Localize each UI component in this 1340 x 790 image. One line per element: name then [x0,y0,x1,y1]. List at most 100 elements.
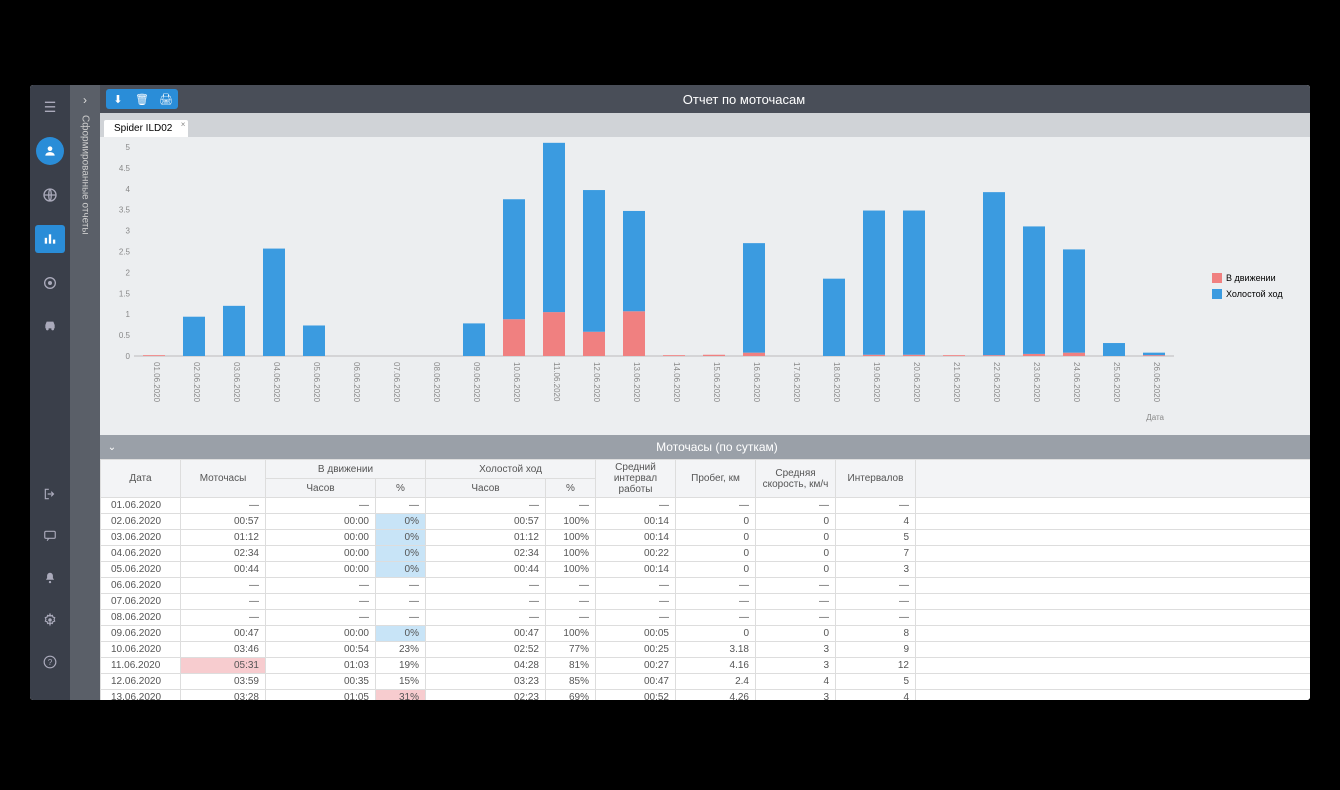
tabs-bar: Spider ILD02 × [100,113,1310,137]
svg-text:Дата: Дата [1146,413,1164,422]
nav-chat-icon[interactable] [38,524,62,548]
table-row: 11.06.202005:3101:0319%04:2881%00:274.16… [101,658,1311,674]
table-row: 03.06.202001:1200:000%01:12100%00:14005 [101,530,1311,546]
svg-text:08.06.2020: 08.06.2020 [432,362,441,403]
svg-text:2: 2 [126,268,131,277]
svg-text:4: 4 [126,185,131,194]
table-row: 09.06.202000:4700:000%00:47100%00:05008 [101,626,1311,642]
nav-location-icon[interactable] [38,271,62,295]
table-row: 06.06.2020————————— [101,578,1311,594]
svg-text:3: 3 [126,227,131,236]
svg-text:10.06.2020: 10.06.2020 [512,362,521,403]
svg-text:06.06.2020: 06.06.2020 [352,362,361,403]
svg-text:22.06.2020: 22.06.2020 [992,362,1001,403]
table-row: 13.06.202003:2801:0531%02:2369%00:524.26… [101,690,1311,701]
left-nav: ☰ ? [30,85,70,700]
svg-text:2.5: 2.5 [119,248,131,257]
th-moving-percent: % [376,479,426,498]
svg-text:24.06.2020: 24.06.2020 [1072,362,1081,403]
th-date: Дата [101,460,181,498]
table-row: 10.06.202003:4600:5423%02:5277%00:253.18… [101,642,1311,658]
svg-text:21.06.2020: 21.06.2020 [952,362,961,403]
chart-legend: В движении Холостой ход [1212,141,1302,431]
nav-reports-icon[interactable] [35,225,65,253]
legend-moving-label: В движении [1226,273,1276,283]
svg-text:15.06.2020: 15.06.2020 [712,362,721,403]
svg-text:3.5: 3.5 [119,206,131,215]
th-mileage: Пробег, км [676,460,756,498]
th-intervals: Интервалов [836,460,916,498]
table-row: 04.06.202002:3400:000%02:34100%00:22007 [101,546,1311,562]
download-button[interactable]: ⬇ [106,89,130,109]
nav-help-icon[interactable]: ? [38,650,62,674]
svg-text:09.06.2020: 09.06.2020 [472,362,481,403]
svg-text:4.5: 4.5 [119,164,131,173]
table-collapse-icon[interactable]: ⌄ [100,442,124,453]
svg-text:18.06.2020: 18.06.2020 [832,362,841,403]
svg-text:16.06.2020: 16.06.2020 [752,362,761,403]
tab-close-icon[interactable]: × [181,120,186,129]
table-wrap: Дата Моточасы В движении Холостой ход Ср… [100,459,1310,700]
legend-idle-label: Холостой ход [1226,289,1283,299]
svg-text:20.06.2020: 20.06.2020 [912,362,921,403]
th-idle: Холостой ход [426,460,596,479]
svg-text:26.06.2020: 26.06.2020 [1152,362,1161,403]
side-panel: › Сформированные отчеты [70,85,100,700]
engine-hours-table: Дата Моточасы В движении Холостой ход Ср… [100,459,1310,700]
svg-text:?: ? [48,658,53,667]
nav-vehicle-icon[interactable] [38,313,62,337]
tab-label: Spider ILD02 [114,123,172,134]
nav-bell-icon[interactable] [38,566,62,590]
nav-menu-icon[interactable]: ☰ [38,95,62,119]
svg-text:1: 1 [126,310,131,319]
svg-text:19.06.2020: 19.06.2020 [872,362,881,403]
nav-user-icon[interactable] [36,137,64,165]
toolbar-title: Отчет по моточасам [178,92,1310,107]
toolbar: ⬇ 🗑 🖨 Отчет по моточасам [100,85,1310,113]
tab-spider[interactable]: Spider ILD02 × [104,120,188,137]
side-panel-label: Сформированные отчеты [80,115,91,235]
delete-button[interactable]: 🗑 [130,89,154,109]
table-row: 02.06.202000:5700:000%00:57100%00:14004 [101,514,1311,530]
svg-text:0: 0 [126,352,131,361]
svg-text:07.06.2020: 07.06.2020 [392,362,401,403]
table-row: 05.06.202000:4400:000%00:44100%00:14003 [101,562,1311,578]
main-content: ⬇ 🗑 🖨 Отчет по моточасам Spider ILD02 × … [100,85,1310,700]
table-row: 01.06.2020————————— [101,498,1311,514]
svg-text:05.06.2020: 05.06.2020 [312,362,321,403]
table-title: Моточасы (по суткам) [124,440,1310,454]
th-moving-hours: Часов [266,479,376,498]
th-avg-speed: Средняя скорость, км/ч [756,460,836,498]
svg-text:13.06.2020: 13.06.2020 [632,362,641,403]
svg-text:25.06.2020: 25.06.2020 [1112,362,1121,403]
table-row: 12.06.202003:5900:3515%03:2385%00:472.44… [101,674,1311,690]
print-button[interactable]: 🖨 [154,89,178,109]
svg-text:0.5: 0.5 [119,331,131,340]
engine-hours-chart: 0 0.5 1 1.5 2 2.5 3 3.5 4 4.5 5 01.06.2020 02.06.202… [104,141,1184,426]
svg-text:5: 5 [126,143,131,152]
table-row: 08.06.2020————————— [101,610,1311,626]
th-idle-hours: Часов [426,479,546,498]
svg-text:03.06.2020: 03.06.2020 [232,362,241,403]
nav-globe-icon[interactable] [38,183,62,207]
side-expand-icon[interactable]: › [83,93,87,107]
app-window: ☰ ? › Сформированные отчеты ⬇ 🗑 🖨 Отчет … [30,85,1310,700]
nav-logout-icon[interactable] [38,482,62,506]
svg-text:11.06.2020: 11.06.2020 [552,362,561,402]
th-avg-interval: Средний интервал работы [596,460,676,498]
svg-text:02.06.2020: 02.06.2020 [192,362,201,403]
th-idle-percent: % [546,479,596,498]
toolbar-buttons: ⬇ 🗑 🖨 [106,89,178,109]
table-row: 07.06.2020————————— [101,594,1311,610]
svg-text:04.06.2020: 04.06.2020 [272,362,281,403]
svg-text:23.06.2020: 23.06.2020 [1032,362,1041,403]
svg-text:14.06.2020: 14.06.2020 [672,362,681,403]
nav-settings-icon[interactable] [38,608,62,632]
chart-area: 0 0.5 1 1.5 2 2.5 3 3.5 4 4.5 5 01.06.2020 02.06.202… [100,137,1310,435]
svg-text:1.5: 1.5 [119,289,131,298]
svg-text:01.06.2020: 01.06.2020 [152,362,161,403]
svg-text:17.06.2020: 17.06.2020 [792,362,801,403]
svg-text:12.06.2020: 12.06.2020 [592,362,601,403]
th-moving: В движении [266,460,426,479]
th-engine-hours: Моточасы [181,460,266,498]
